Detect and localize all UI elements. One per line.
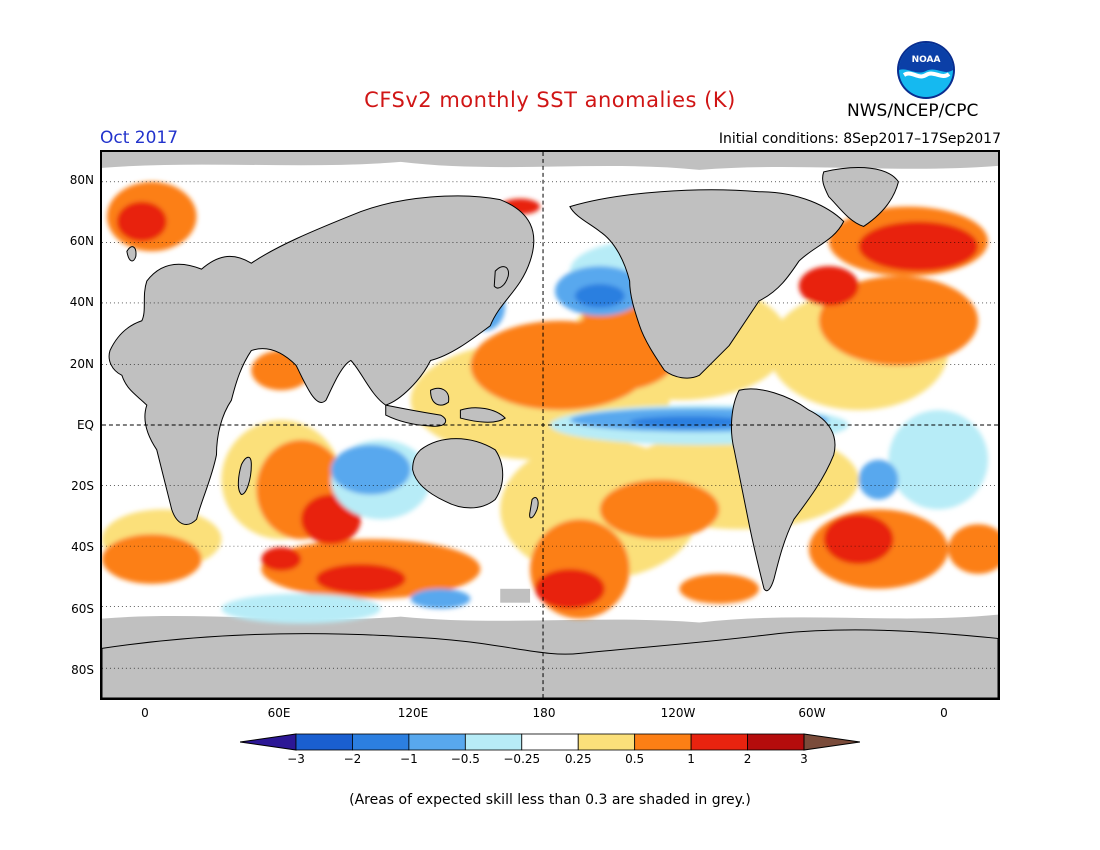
colorbar-tick-label: −0.5	[450, 752, 480, 766]
colorbar-tick-label: −0.25	[503, 752, 541, 766]
landmass-south-america	[730, 388, 836, 592]
lon-label-120e: 120E	[397, 706, 429, 720]
landmass-japan	[493, 266, 509, 289]
landmass-madagascar	[237, 456, 252, 495]
colorbar-segment	[747, 733, 805, 751]
lat-label-60s: 60S	[71, 602, 94, 616]
colorbar-tick-label: −3	[287, 752, 305, 766]
landmass-uk	[126, 246, 137, 262]
colorbar-over-triangle	[803, 733, 861, 751]
organization-label: NWS/NCEP/CPC	[847, 101, 979, 121]
landmass-greenland	[822, 167, 899, 228]
lon-label-120w: 120W	[660, 706, 696, 720]
colorbar-tick-label: 3	[800, 752, 808, 766]
colorbar-segment	[521, 733, 579, 751]
lon-label-60e: 60E	[267, 706, 291, 720]
logo-text: NOAA	[912, 55, 941, 65]
landmass-borneo	[430, 387, 450, 406]
lat-label-40n: 40N	[69, 295, 94, 309]
landmass-indonesia	[385, 404, 447, 427]
lat-label-20s: 20S	[71, 479, 94, 493]
noaa-logo: NOAA	[896, 40, 956, 100]
colorbar	[239, 733, 861, 763]
colorbar-tick-label: 1	[687, 752, 695, 766]
colorbar-tick-label: −1	[400, 752, 418, 766]
reference-lines	[102, 152, 998, 698]
lon-label-60w: 60W	[798, 706, 826, 720]
sst-anomaly-fields	[102, 181, 998, 624]
colorbar-segment	[352, 733, 410, 751]
lat-label-40s: 40S	[71, 540, 94, 554]
initial-conditions-label: Initial conditions: 8Sep2017–17Sep2017	[718, 131, 1001, 147]
colorbar-segment	[464, 733, 523, 751]
lat-label-eq: EQ	[76, 418, 94, 432]
landmass-australia	[412, 438, 504, 509]
skill-footnote: (Areas of expected skill less than 0.3 a…	[349, 792, 751, 808]
lat-label-20n: 20N	[69, 357, 94, 371]
landmass-new-guinea	[459, 407, 506, 423]
landmass-new-zealand	[529, 497, 539, 519]
landmass-north-america	[569, 189, 845, 379]
colorbar-under-triangle	[239, 733, 297, 751]
lat-label-80n: 80N	[69, 173, 94, 187]
lon-label-180: 180	[532, 706, 556, 720]
land-masses	[102, 167, 998, 698]
colorbar-segment	[295, 733, 353, 751]
colorbar-segment	[577, 733, 636, 751]
colorbar-tick-label: 0.25	[564, 752, 592, 766]
lat-label-80s: 80S	[71, 663, 94, 677]
forecast-period: Oct 2017	[100, 128, 179, 148]
colorbar-segment	[634, 733, 692, 751]
map-title: CFSv2 monthly SST anomalies (K)	[364, 88, 736, 112]
lon-label-0: 0	[141, 706, 149, 720]
lat-label-60n: 60N	[69, 234, 94, 248]
colorbar-tick-label: 2	[743, 752, 752, 766]
colorbar-tick-label: 0.5	[625, 752, 645, 766]
sst-anomaly-map	[100, 150, 1000, 700]
colorbar-segment	[690, 733, 748, 751]
landmass-antarctica	[102, 629, 998, 698]
colorbar-tick-label: −2	[343, 752, 362, 766]
lon-label-0-east: 0	[940, 706, 948, 720]
colorbar-segment	[408, 733, 466, 751]
landmass-eurasia-africa	[108, 195, 535, 525]
